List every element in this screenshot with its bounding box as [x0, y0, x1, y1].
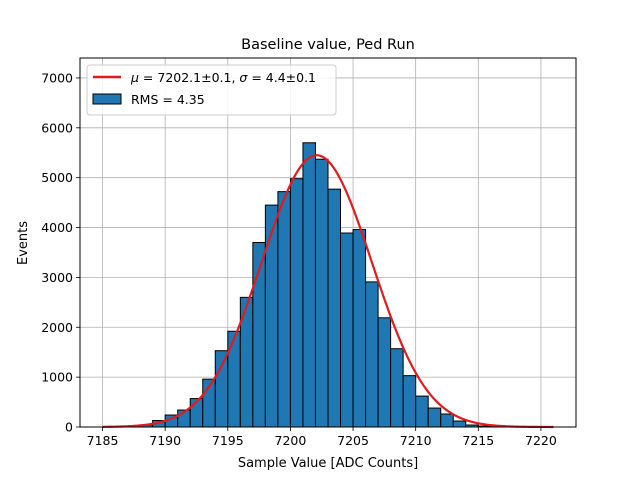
y-axis: 0 1000 2000 3000 4000 5000 6000 7000: [41, 70, 80, 435]
histogram-bar: [277, 191, 291, 428]
histogram-bar: [264, 204, 279, 428]
histogram-bar: [314, 158, 329, 428]
y-axis-label: Events: [16, 221, 31, 265]
y-tick-label: 7000: [41, 70, 73, 85]
x-tick-label: 7210: [400, 433, 432, 448]
legend-fit-mu: 7202.1±0.1: [157, 70, 231, 85]
fit-curve: [102, 154, 554, 429]
chart-title: Baseline value, Ped Run: [241, 37, 415, 53]
x-tick-label: 7195: [212, 433, 244, 448]
x-tick-label: 7200: [275, 433, 307, 448]
x-axis-label: Sample Value [ADC Counts]: [238, 456, 418, 471]
legend: μ = 7202.1±0.1, σ = 4.4±0.1 RMS = 4.35: [86, 64, 337, 116]
histogram-bar: [402, 375, 417, 428]
histogram-bar: [340, 232, 354, 428]
y-tick-label: 1000: [41, 370, 73, 385]
histogram-bar: [289, 178, 304, 428]
legend-box: [86, 64, 337, 116]
histogram-bar: [415, 395, 429, 428]
histogram-bar: [352, 229, 367, 428]
y-tick-label: 3000: [41, 270, 73, 285]
x-axis: 7185 7190 7195 7200 7205 7210 7215 7220: [87, 427, 557, 448]
legend-hist-label: RMS = 4.35: [131, 92, 205, 107]
x-tick-label: 7220: [525, 433, 557, 448]
x-tick-label: 7205: [337, 433, 369, 448]
plot-frame: [79, 57, 577, 428]
histogram-bar: [365, 281, 379, 428]
y-tick-label: 2000: [41, 320, 73, 335]
legend-hist-swatch: [92, 93, 122, 105]
y-tick-label: 5000: [41, 170, 73, 185]
y-tick-label: 0: [65, 420, 73, 435]
y-tick-label: 6000: [41, 120, 73, 135]
histogram-bar: [214, 350, 229, 428]
x-tick-label: 7190: [149, 433, 181, 448]
x-tick-label: 7215: [462, 433, 494, 448]
histogram-bar: [327, 188, 342, 428]
histogram-bar: [427, 407, 442, 428]
histogram-bar: [390, 348, 404, 428]
histogram-bar: [452, 420, 467, 428]
histogram-bar: [440, 413, 454, 428]
histogram-bar: [227, 330, 241, 428]
histogram-bar: [377, 317, 392, 428]
x-tick-label: 7185: [87, 433, 119, 448]
fit-curve-group: [102, 154, 554, 429]
legend-fit-sigma: 4.4±0.1: [266, 70, 316, 85]
y-tick-label: 4000: [41, 220, 73, 235]
legend-fit-label: μ = 7202.1±0.1, σ = 4.4±0.1: [130, 70, 316, 85]
histogram-bar: [302, 142, 316, 428]
